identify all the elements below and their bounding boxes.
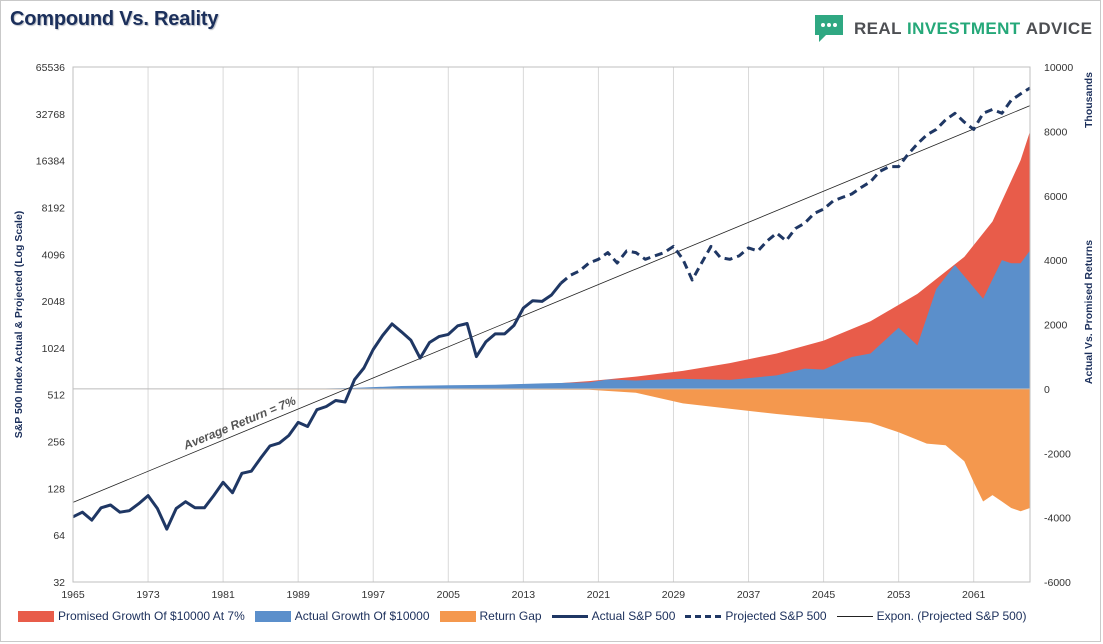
area-return-gap [73, 388, 1030, 512]
legend-swatch-actual-sp500 [551, 614, 588, 618]
legend-item-trendline: Expon. (Projected S&P 500) [836, 609, 1027, 623]
x-tick-label: 1997 [362, 589, 386, 601]
area-series [73, 131, 1030, 512]
y-left-tick-label: 256 [47, 437, 65, 449]
y-right-tick-label: -6000 [1044, 577, 1071, 589]
y-right-units-label: Thousands [1083, 72, 1095, 128]
y-right-tick-label: 2000 [1044, 320, 1068, 332]
brand-word-investment: INVESTMENT [907, 19, 1021, 38]
x-tick-label: 2029 [662, 589, 686, 601]
legend-label-promised: Promised Growth Of $10000 At 7% [58, 609, 245, 623]
y-left-tick-label: 2048 [42, 296, 66, 308]
legend-swatch-actual-growth [254, 610, 291, 622]
x-tick-label: 2037 [737, 589, 761, 601]
y-left-tick-label: 64 [53, 530, 65, 542]
exponential-trendline [72, 105, 1031, 503]
y-right-tick-label: 6000 [1044, 191, 1068, 203]
line-projected-sp500 [559, 86, 1031, 285]
x-tick-label: 2013 [512, 589, 536, 601]
y-right-tick-label: 8000 [1044, 126, 1068, 138]
area-actual-growth [73, 250, 1030, 389]
legend-item-actual-growth: Actual Growth Of $10000 [254, 609, 430, 623]
y-left-tick-label: 128 [47, 483, 65, 495]
y-right-axis-title: Actual Vs. Promised Returns [1083, 240, 1095, 384]
y-left-axis-title: S&P 500 Index Actual & Projected (Log Sc… [13, 211, 25, 439]
brand-word-real: REAL [854, 19, 902, 38]
y-left-tick-label: 16384 [36, 156, 65, 168]
legend-label-return-gap: Return Gap [479, 609, 542, 623]
y-left-tick-label: 4096 [42, 249, 66, 261]
x-tick-label: 2061 [962, 589, 986, 601]
y-right-tick-label: 0 [1044, 384, 1050, 396]
legend-label-projected-sp500: Projected S&P 500 [725, 609, 827, 623]
y-right-tick-label: -2000 [1044, 448, 1071, 460]
y-left-tick-label: 32768 [36, 109, 65, 121]
y-left-tick-label: 65536 [36, 62, 65, 74]
legend-swatch-return-gap [439, 610, 476, 622]
y-left-tick-label: 512 [47, 390, 65, 402]
brand-word-advice: ADVICE [1025, 19, 1093, 38]
y-right-tick-label: -4000 [1044, 513, 1071, 525]
legend-label-trendline: Expon. (Projected S&P 500) [876, 609, 1027, 623]
legend-label-actual-sp500: Actual S&P 500 [591, 609, 676, 623]
legend-swatch-trendline [836, 615, 873, 617]
x-tick-label: 2005 [437, 589, 461, 601]
line-actual-sp500 [72, 282, 563, 531]
x-tick-label: 1989 [286, 589, 310, 601]
y-right-tick-label: 4000 [1044, 255, 1068, 267]
grid-lines [147, 67, 975, 582]
x-tick-label: 2045 [812, 589, 836, 601]
y-left-tick-label: 32 [53, 577, 65, 589]
speech-bubble-icon [815, 15, 843, 42]
brand-logo: REAL INVESTMENT ADVICE [812, 12, 1092, 46]
brand-name: REAL INVESTMENT ADVICE [854, 19, 1092, 39]
legend-swatch-projected-sp500 [685, 614, 722, 618]
axes [72, 66, 1031, 583]
x-tick-label: 1973 [136, 589, 160, 601]
x-tick-label: 2021 [587, 589, 611, 601]
chart-legend: Promised Growth Of $10000 At 7% Actual G… [18, 607, 1098, 625]
y-right-tick-label: 10000 [1044, 62, 1073, 74]
legend-item-promised: Promised Growth Of $10000 At 7% [18, 609, 245, 623]
legend-item-projected-sp500: Projected S&P 500 [685, 609, 827, 623]
line-series [72, 86, 1031, 531]
x-tick-label: 1981 [211, 589, 235, 601]
y-left-tick-label: 1024 [42, 343, 66, 355]
plot-area-border [72, 66, 1031, 583]
chart-title: Compound Vs. Reality [10, 8, 219, 30]
legend-item-actual-sp500: Actual S&P 500 [551, 609, 676, 623]
legend-item-return-gap: Return Gap [439, 609, 542, 623]
x-tick-label: 2053 [887, 589, 911, 601]
x-tick-label: 1965 [61, 589, 85, 601]
y-left-tick-label: 8192 [42, 202, 66, 214]
legend-label-actual-growth: Actual Growth Of $10000 [294, 609, 430, 623]
legend-swatch-promised [18, 610, 54, 622]
